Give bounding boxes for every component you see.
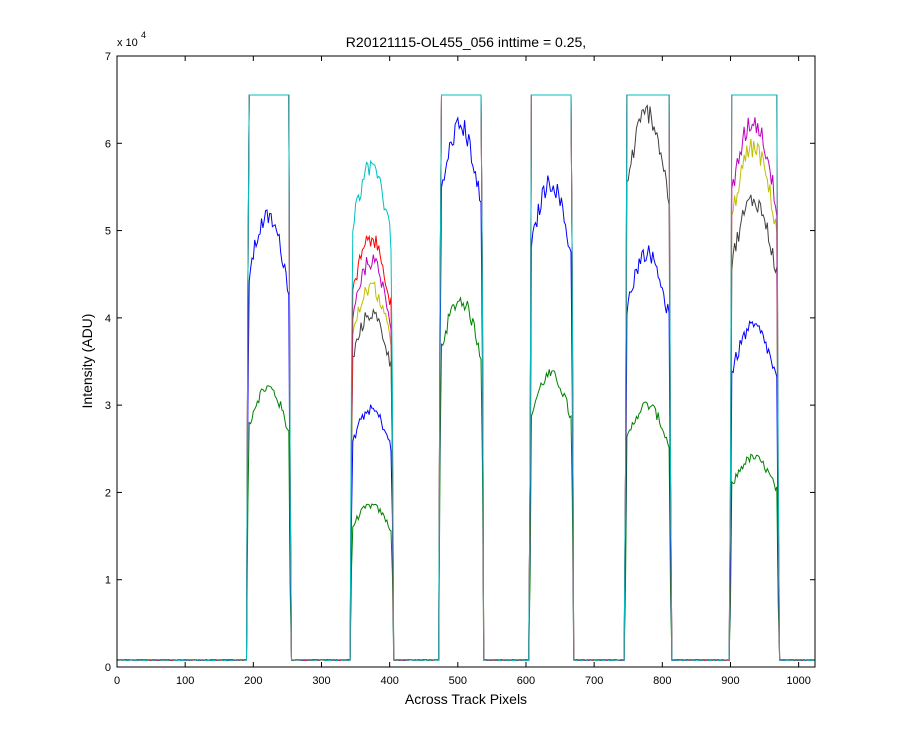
axes-layer: 0 100 200 300 400 500 600 700 800 900 1000 0 1 2 3 4 5 6 7 [105,51,815,687]
series-line-7 [116,94,816,662]
series-line-6 [117,94,816,662]
x-tick-label: 800 [653,675,671,687]
x-tick-label: 1000 [786,675,810,687]
series-line-1 [116,296,816,662]
y-tick-label: 7 [105,51,111,63]
y-tick-label: 3 [105,400,111,412]
y-exponent-power: 4 [141,30,146,40]
y-tick-label: 4 [105,313,111,325]
y-axis-label: Intensity (ADU) [79,314,95,409]
y-tick-label: 2 [105,487,111,499]
series-line-5 [116,94,816,662]
y-exponent-base: x 10 [117,37,138,49]
x-tick-label: 400 [380,675,398,687]
series-line-4 [116,94,816,662]
x-tick-label: 600 [517,675,535,687]
chart-title: R20121115-OL455_056 inttime = 0.25, [346,34,586,50]
y-tick-label: 0 [105,662,111,674]
x-tick-label: 200 [244,675,262,687]
series-layer [116,94,816,662]
x-tick-label: 0 [114,675,120,687]
x-tick-label: 700 [585,675,603,687]
plot-frame [116,55,816,668]
y-tick-label: 5 [105,226,111,238]
y-tick-label: 1 [105,575,111,587]
series-line-3 [116,94,816,662]
x-tick-label: 500 [449,675,467,687]
x-tick-label: 300 [312,675,330,687]
series-line-2 [116,116,815,662]
y-tick-label: 6 [105,138,111,150]
x-tick-label: 900 [721,675,739,687]
x-axis-label: Across Track Pixels [405,691,527,707]
x-tick-label: 100 [176,675,194,687]
